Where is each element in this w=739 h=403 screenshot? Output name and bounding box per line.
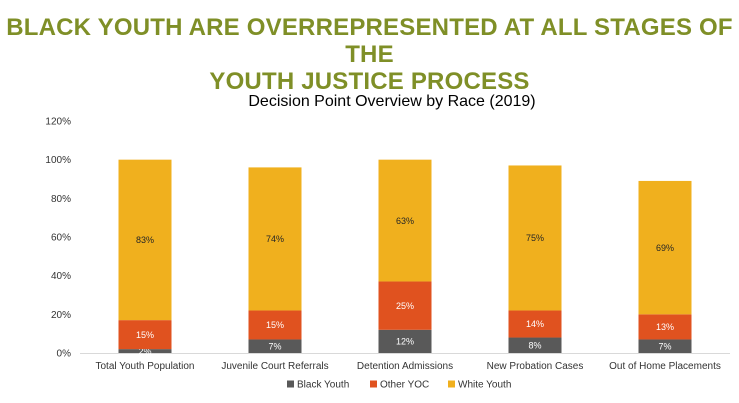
x-axis: Total Youth Population Juvenile Court Ref…: [96, 361, 721, 372]
slide-title: BLACK YOUTH ARE OVERREPRESENTED AT ALL S…: [0, 14, 739, 95]
slide-title-line-2: YOUTH JUSTICE PROCESS: [209, 68, 530, 95]
bar-segment: [508, 337, 562, 353]
bar-segment: [378, 281, 432, 330]
y-tick-label: 0%: [57, 349, 72, 360]
data-label: 13%: [656, 322, 674, 332]
chart-title: Decision Point Overview by Race (2019): [248, 93, 535, 110]
category-label: Total Youth Population: [96, 361, 195, 372]
data-label: 74%: [266, 234, 284, 244]
legend-swatch: [370, 380, 377, 388]
bar-segment: [118, 349, 172, 353]
data-label: 63%: [396, 216, 414, 226]
legend-label: Other YOC: [380, 380, 429, 391]
y-tick-label: 120%: [45, 117, 71, 128]
y-tick-label: 40%: [51, 271, 71, 282]
data-label: 7%: [268, 341, 281, 351]
data-label: 69%: [656, 243, 674, 253]
bar-segment: [378, 159, 432, 282]
bar-segment: [248, 167, 302, 311]
y-tick-label: 100%: [45, 155, 71, 166]
data-label: 14%: [526, 319, 544, 329]
bar-segment: [118, 159, 172, 321]
bar-segment: [248, 339, 302, 353]
data-label: 2%: [138, 346, 151, 356]
bars: 2% 15% 83% 7% 15% 74% 12% 25% 63% 8% 14% 75% 7% 13% 69…: [118, 159, 692, 356]
bar-segment: [638, 339, 692, 353]
bar-segment: [508, 310, 562, 338]
legend-swatch: [448, 380, 455, 388]
data-label: 75%: [526, 233, 544, 243]
data-label: 15%: [266, 320, 284, 330]
bar-segment: [248, 310, 302, 340]
y-tick-label: 80%: [51, 194, 71, 205]
y-tick-label: 20%: [51, 310, 71, 321]
category-label: Juvenile Court Referrals: [221, 361, 328, 372]
bar-segment: [378, 329, 432, 353]
legend-label: White Youth: [458, 380, 511, 391]
bar-segment: [638, 180, 692, 315]
legend-label: Black Youth: [297, 380, 349, 391]
data-label: 15%: [136, 330, 154, 340]
category-label: Out of Home Placements: [609, 361, 721, 372]
slide-title-line-1: BLACK YOUTH ARE OVERREPRESENTED AT ALL S…: [6, 14, 733, 68]
data-label: 83%: [136, 235, 154, 245]
bar-segment: [508, 165, 562, 311]
category-label: Detention Admissions: [357, 361, 453, 372]
data-label: 25%: [396, 301, 414, 311]
category-label: New Probation Cases: [487, 361, 584, 372]
bar-segment: [118, 320, 172, 350]
legend-swatch: [287, 380, 294, 388]
data-label: 12%: [396, 337, 414, 347]
legend: Black Youth Other YOC White Youth: [287, 380, 511, 391]
bar-segment: [638, 314, 692, 340]
y-axis: 0% 20% 40% 60% 80% 100% 120%: [45, 117, 730, 360]
data-label: 7%: [658, 341, 671, 351]
data-label: 8%: [528, 340, 541, 350]
y-tick-label: 60%: [51, 233, 71, 244]
